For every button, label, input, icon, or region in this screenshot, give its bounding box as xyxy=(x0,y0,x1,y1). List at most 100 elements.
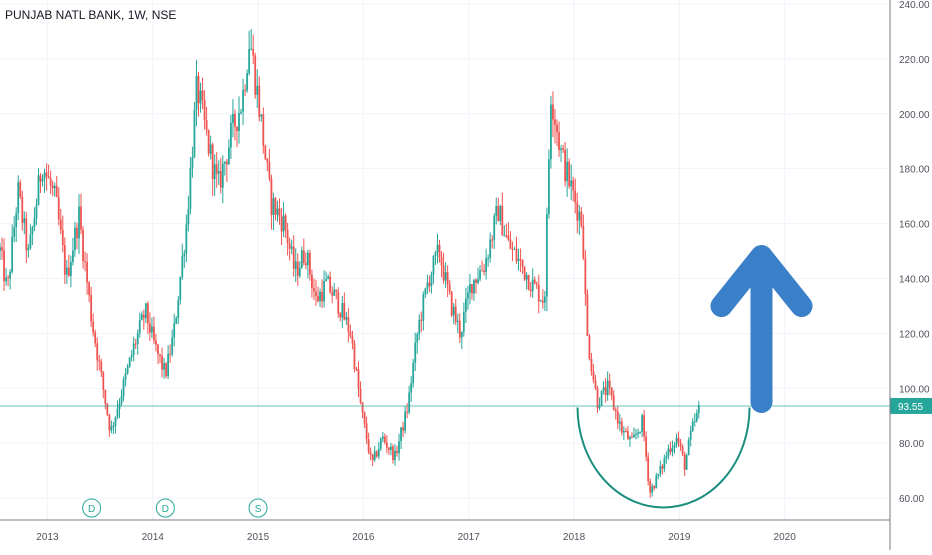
candle-body xyxy=(387,447,390,450)
candle-body xyxy=(493,215,496,240)
candle-body xyxy=(402,427,404,431)
candle-body xyxy=(1,247,3,251)
time-axis: 2013 2014 2015 2016 2017 2018 2019 2020 xyxy=(0,519,890,543)
event-marker[interactable] xyxy=(248,498,268,518)
candle-body xyxy=(608,380,611,388)
candle-body xyxy=(689,430,692,440)
candle-body xyxy=(142,314,145,319)
candle-body xyxy=(264,146,267,160)
candle-body xyxy=(556,124,558,133)
candle-body xyxy=(576,202,579,221)
candle-body xyxy=(596,388,599,409)
event-marker[interactable] xyxy=(155,498,175,518)
candle-body xyxy=(72,250,74,263)
candle-body xyxy=(315,291,317,297)
event-marker-label[interactable]: D xyxy=(88,504,95,515)
candle-body xyxy=(521,259,524,267)
price-tick-label: 240.00 xyxy=(899,0,930,11)
candle-body xyxy=(361,402,364,413)
candle-body xyxy=(351,336,354,344)
candle-body xyxy=(396,450,398,454)
candle-body xyxy=(450,291,453,316)
candle-body xyxy=(665,456,668,459)
candle-body xyxy=(578,211,581,221)
candle-body xyxy=(94,332,97,344)
candle-body xyxy=(313,288,315,292)
candle-body xyxy=(647,456,650,481)
candle-body xyxy=(262,114,265,147)
price-axis: 240.00 220.00 200.00 180.00 160.00 140.00 120.… xyxy=(889,0,930,550)
event-marker-label[interactable]: S xyxy=(255,504,262,515)
candle-body xyxy=(300,250,303,268)
candle-body xyxy=(541,300,544,303)
candle-body xyxy=(604,387,607,396)
candle-body xyxy=(21,196,24,223)
candle-body xyxy=(67,267,70,276)
candle-body xyxy=(430,274,433,287)
candle-body xyxy=(448,284,451,292)
event-marker[interactable] xyxy=(82,498,102,518)
candle-body xyxy=(663,458,666,469)
candle-body xyxy=(325,279,328,282)
time-tick-label: 2014 xyxy=(142,532,165,543)
candle-body xyxy=(157,344,159,355)
candle-body xyxy=(31,227,34,235)
candle-body xyxy=(339,313,342,318)
candle-body xyxy=(225,161,228,165)
candle-body xyxy=(37,175,40,206)
candle-body xyxy=(317,296,319,302)
candle-body xyxy=(365,423,368,440)
candle-body xyxy=(323,281,325,302)
candle-body xyxy=(337,291,340,314)
candle-body xyxy=(163,363,165,370)
candle-body xyxy=(191,157,194,168)
candle-body xyxy=(294,261,297,269)
candle-body xyxy=(124,373,127,380)
candle-body xyxy=(230,122,232,148)
candle-body xyxy=(353,343,356,370)
candle-body xyxy=(27,248,30,251)
candle-body xyxy=(78,206,80,239)
candle-body xyxy=(424,288,427,295)
candle-body xyxy=(250,48,253,50)
event-marker-label[interactable]: D xyxy=(162,504,169,515)
candle-body xyxy=(335,289,338,292)
candle-body xyxy=(296,261,299,276)
candle-body xyxy=(444,272,447,281)
price-tick-label: 140.00 xyxy=(899,274,930,285)
candle-body xyxy=(655,475,658,489)
candle-body xyxy=(637,432,639,435)
candle-body xyxy=(460,331,463,338)
candle-body xyxy=(487,258,490,260)
candle-body xyxy=(580,211,583,226)
candle-body xyxy=(102,372,105,390)
candle-body xyxy=(600,390,603,406)
candle-body xyxy=(434,252,437,256)
candle-body xyxy=(661,466,664,469)
candle-body xyxy=(606,380,609,396)
candle-body xyxy=(616,411,619,424)
candle-body xyxy=(497,205,500,221)
candle-body xyxy=(529,289,532,292)
candle-body xyxy=(74,227,76,251)
candle-body xyxy=(691,421,694,431)
candle-body xyxy=(43,172,46,180)
candle-body xyxy=(76,227,78,239)
candle-body xyxy=(523,266,526,280)
candle-body xyxy=(266,159,269,163)
candle-body xyxy=(100,361,103,373)
candle-body xyxy=(454,306,457,322)
candle-body xyxy=(515,248,518,262)
candle-body xyxy=(422,294,425,321)
candle-body xyxy=(369,452,372,455)
candle-body xyxy=(469,284,471,293)
candle-body xyxy=(177,300,180,319)
candle-body xyxy=(5,277,7,282)
candle-body xyxy=(436,244,439,253)
candle-body xyxy=(130,354,133,358)
candle-body xyxy=(11,236,14,272)
candle-body xyxy=(331,292,334,296)
